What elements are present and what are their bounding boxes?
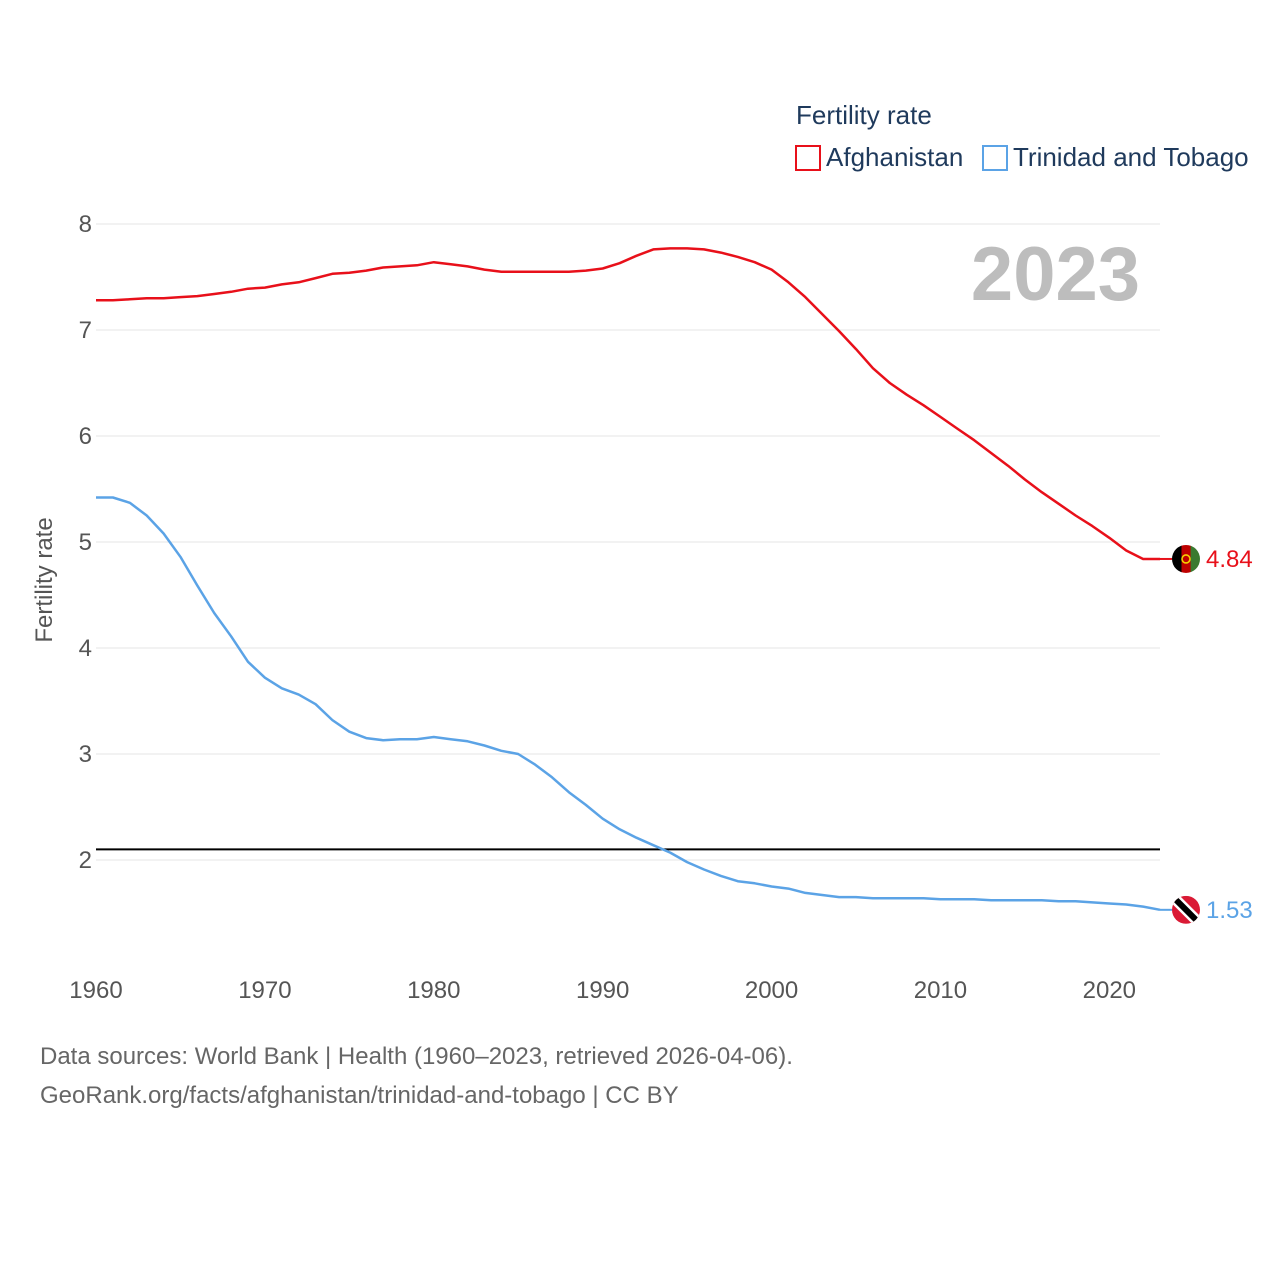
x-tick-label-2010: 2010 — [914, 977, 967, 1004]
y-axis-ticks: 2 3 4 5 6 7 8 — [79, 211, 92, 874]
source-line-1: Data sources: World Bank | Health (1960–… — [40, 1043, 793, 1070]
y-tick-label-4: 4 — [79, 635, 92, 662]
y-tick-label-2: 2 — [79, 847, 92, 874]
legend-swatch-afghanistan — [795, 145, 821, 171]
x-tick-label-2000: 2000 — [745, 977, 798, 1004]
x-tick-label-1990: 1990 — [576, 977, 629, 1004]
y-tick-label-8: 8 — [79, 211, 92, 238]
legend-title: Fertility rate — [796, 100, 932, 130]
x-tick-label-1960: 1960 — [69, 977, 122, 1004]
series-lines — [96, 247, 1161, 912]
y-axis-title: Fertility rate — [31, 517, 58, 642]
flag-icon-afghanistan — [1172, 544, 1200, 573]
y-tick-label-6: 6 — [79, 423, 92, 450]
flag-icon-trinidad-and-tobago — [1172, 895, 1200, 924]
x-tick-label-1980: 1980 — [407, 977, 460, 1004]
y-tick-label-3: 3 — [79, 741, 92, 768]
legend-label-afghanistan: Afghanistan — [826, 142, 963, 172]
legend-label-trinidad-and-tobago: Trinidad and Tobago — [1013, 142, 1249, 172]
legend-swatch-trinidad-and-tobago — [982, 145, 1008, 171]
source-line-2[interactable]: GeoRank.org/facts/afghanistan/trinidad-a… — [40, 1082, 679, 1109]
x-axis-ticks: 1960 1970 1980 1990 2000 2010 2020 — [69, 977, 1136, 1004]
x-tick-label-1970: 1970 — [238, 977, 291, 1004]
legend-item-afghanistan[interactable]: Afghanistan — [795, 142, 963, 172]
end-value-label-trinidad-and-tobago: 1.53 — [1206, 897, 1253, 924]
series-line-trinidad-and-tobago — [96, 496, 1161, 912]
current-year-label: 2023 — [971, 232, 1140, 317]
legend: Fertility rate Afghanistan Trinidad and … — [795, 100, 1249, 172]
end-markers: 4.84 1.53 — [1160, 544, 1253, 924]
y-tick-label-5: 5 — [79, 529, 92, 556]
y-tick-label-7: 7 — [79, 317, 92, 344]
end-value-label-afghanistan: 4.84 — [1206, 546, 1253, 573]
legend-item-trinidad-and-tobago[interactable]: Trinidad and Tobago — [982, 142, 1249, 172]
x-tick-label-2020: 2020 — [1083, 977, 1136, 1004]
gridlines — [96, 223, 1160, 861]
series-line-afghanistan — [96, 247, 1160, 561]
